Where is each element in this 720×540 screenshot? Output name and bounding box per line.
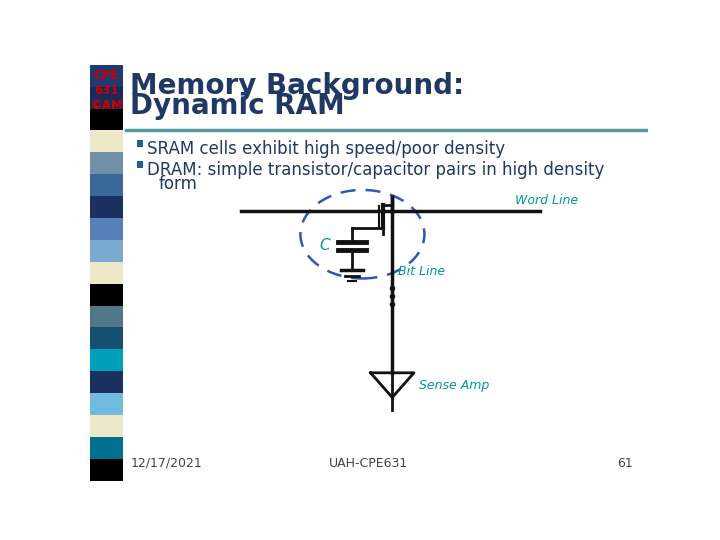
Bar [90, 371, 122, 393]
Bar [90, 458, 122, 481]
Bar [90, 196, 122, 218]
Bar [90, 306, 122, 327]
Text: SRAM cells exhibit high speed/poor density: SRAM cells exhibit high speed/poor densi… [148, 140, 505, 158]
Text: 12/17/2021: 12/17/2021 [130, 457, 202, 470]
Bar [90, 262, 122, 284]
Text: Bit Line: Bit Line [398, 265, 446, 278]
Text: 61: 61 [617, 457, 632, 470]
Text: CPE
631
©AM: CPE 631 ©AM [90, 69, 122, 112]
Bar [137, 140, 143, 147]
Text: UAH-CPE631: UAH-CPE631 [329, 457, 409, 470]
Text: form: form [158, 174, 197, 193]
Text: Dynamic RAM: Dynamic RAM [130, 92, 345, 120]
Text: Word Line: Word Line [515, 194, 578, 207]
Bar [137, 161, 143, 168]
Bar [90, 284, 122, 306]
Text: DRAM: simple transistor/capacitor pairs in high density: DRAM: simple transistor/capacitor pairs … [148, 161, 605, 179]
Bar [90, 174, 122, 196]
Bar [90, 218, 122, 240]
Bar [90, 437, 122, 458]
Text: Sense Amp: Sense Amp [418, 379, 489, 392]
Bar [90, 415, 122, 437]
Bar [90, 327, 122, 349]
Bar [90, 349, 122, 371]
Bar [90, 109, 122, 131]
Bar [90, 65, 122, 87]
Bar [90, 393, 122, 415]
Bar [90, 152, 122, 174]
Text: Memory Background:: Memory Background: [130, 72, 464, 100]
Bar [90, 240, 122, 262]
Bar [90, 87, 122, 109]
Bar [90, 131, 122, 152]
Text: C: C [320, 238, 330, 253]
